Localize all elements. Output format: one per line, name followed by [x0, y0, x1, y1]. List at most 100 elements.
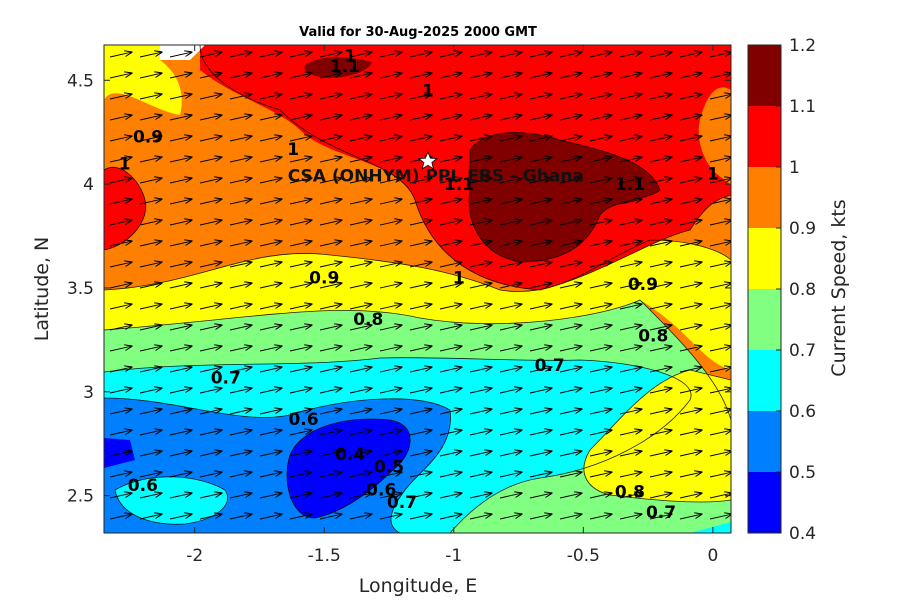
current-arrow	[559, 115, 581, 121]
band-0.6-0.7-patch	[115, 476, 228, 525]
current-arrow	[229, 367, 251, 373]
current-arrow	[649, 388, 671, 394]
current-arrow	[559, 178, 581, 184]
current-arrow	[349, 241, 371, 247]
current-arrow	[709, 115, 731, 121]
current-arrow	[649, 451, 671, 457]
current-arrow	[529, 241, 551, 247]
current-arrow	[409, 367, 431, 373]
current-arrow	[439, 388, 461, 394]
current-arrow	[109, 304, 131, 310]
current-arrow	[619, 346, 641, 352]
current-arrow	[379, 262, 401, 268]
current-arrow	[649, 325, 671, 331]
current-arrow	[439, 325, 461, 331]
current-arrow	[229, 514, 251, 520]
current-arrow	[409, 472, 431, 478]
current-arrow	[349, 304, 371, 310]
current-arrow	[289, 388, 311, 394]
current-arrow	[319, 367, 341, 373]
current-arrow	[379, 472, 401, 478]
current-arrow	[619, 220, 641, 226]
contour-label: 0.6	[366, 480, 396, 500]
y-tick-label: 3.5	[67, 279, 94, 299]
current-arrow	[439, 241, 461, 247]
current-arrow	[559, 451, 581, 457]
current-arrow	[589, 472, 611, 478]
colorbar-tick-label: 1.2	[789, 36, 816, 56]
current-arrow	[439, 136, 461, 142]
current-arrow	[289, 115, 311, 121]
current-arrow	[229, 94, 251, 100]
current-arrow	[229, 325, 251, 331]
current-arrow	[469, 472, 491, 478]
current-arrow	[439, 409, 461, 415]
band-1.0-1.1	[200, 45, 731, 290]
current-arrow	[649, 157, 671, 163]
current-arrow	[529, 430, 551, 436]
current-arrow	[619, 73, 641, 79]
current-arrow	[169, 220, 191, 226]
current-arrow	[679, 220, 701, 226]
current-arrow	[259, 409, 281, 415]
contour-label: 0.8	[353, 310, 383, 330]
current-arrow	[409, 136, 431, 142]
current-arrow	[379, 367, 401, 373]
current-arrow	[499, 178, 521, 184]
current-arrow	[469, 136, 491, 142]
current-arrow	[199, 409, 221, 415]
current-arrow	[349, 388, 371, 394]
current-arrow	[109, 430, 131, 436]
current-arrow	[229, 157, 251, 163]
current-arrow	[649, 514, 671, 520]
current-arrow	[469, 220, 491, 226]
current-arrow	[349, 199, 371, 205]
current-arrow	[319, 472, 341, 478]
current-arrow	[349, 430, 371, 436]
contour-label: 0.7	[646, 503, 676, 523]
current-arrow	[109, 409, 131, 415]
current-arrow	[439, 451, 461, 457]
current-arrow	[259, 115, 281, 121]
current-arrow	[709, 283, 731, 289]
contour-label: 0.9	[133, 127, 163, 147]
current-arrow	[619, 388, 641, 394]
current-arrow	[319, 388, 341, 394]
current-arrow	[559, 136, 581, 142]
current-arrow	[139, 472, 161, 478]
colorbar-swatch	[748, 472, 781, 533]
current-arrow	[559, 514, 581, 520]
current-arrow	[529, 220, 551, 226]
current-arrow	[139, 409, 161, 415]
current-arrow	[679, 241, 701, 247]
current-arrow	[139, 262, 161, 268]
current-arrow	[709, 136, 731, 142]
current-arrow	[499, 346, 521, 352]
current-arrow	[109, 451, 131, 457]
current-arrow	[289, 325, 311, 331]
current-arrow	[259, 52, 281, 58]
current-arrow	[109, 241, 131, 247]
colorbar-label: Current Speed, kts	[828, 199, 850, 376]
current-arrow	[109, 472, 131, 478]
current-arrow	[409, 388, 431, 394]
current-arrow	[469, 388, 491, 394]
current-arrow	[679, 52, 701, 58]
colorbar-tick-label: 0.4	[789, 524, 816, 544]
current-arrow	[499, 52, 521, 58]
current-arrow	[109, 346, 131, 352]
current-vectors	[109, 52, 731, 520]
current-arrow	[199, 430, 221, 436]
current-arrow	[319, 52, 341, 58]
current-arrow	[379, 451, 401, 457]
current-arrow	[469, 157, 491, 163]
chart-title: Valid for 30-Aug-2025 2000 GMT	[299, 25, 537, 40]
current-arrow	[709, 325, 731, 331]
current-arrow	[349, 514, 371, 520]
current-arrow	[439, 157, 461, 163]
current-arrow	[469, 52, 491, 58]
current-arrow	[409, 52, 431, 58]
contour-label: 1.1	[444, 175, 474, 195]
current-arrow	[319, 430, 341, 436]
current-arrow	[319, 136, 341, 142]
